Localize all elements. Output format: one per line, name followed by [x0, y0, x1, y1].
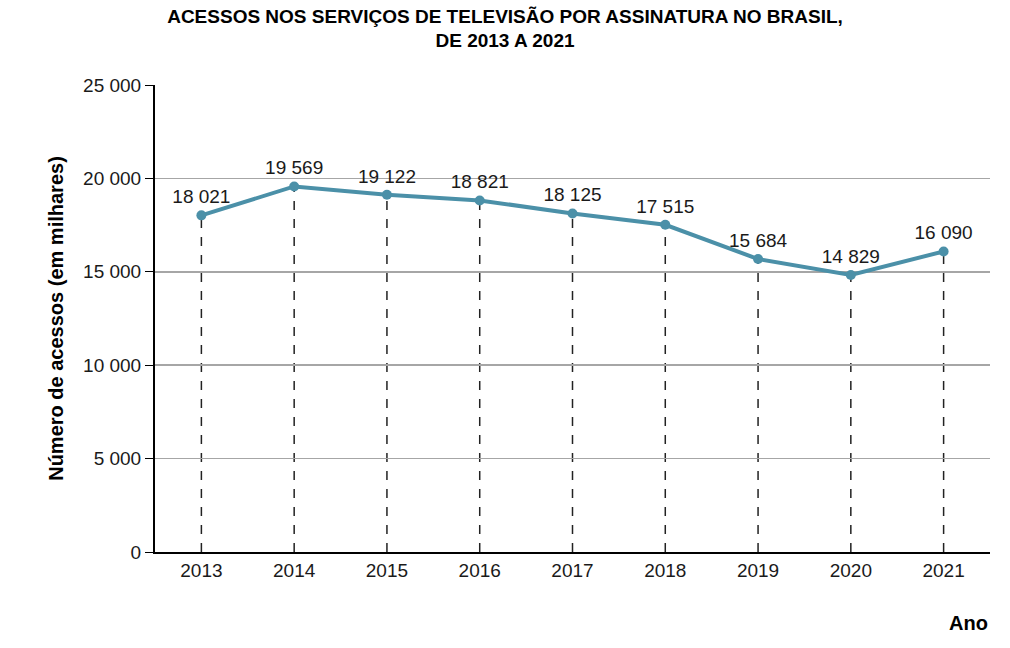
svg-text:Número de acessos (em milhares: Número de acessos (em milhares) — [45, 156, 67, 481]
svg-text:5 000: 5 000 — [94, 448, 142, 469]
svg-text:2019: 2019 — [737, 560, 779, 581]
svg-text:20 000: 20 000 — [83, 168, 141, 189]
svg-text:18 021: 18 021 — [172, 186, 230, 207]
svg-text:2016: 2016 — [459, 560, 501, 581]
svg-text:Ano: Ano — [949, 612, 988, 634]
svg-text:2017: 2017 — [551, 560, 593, 581]
svg-text:16 090: 16 090 — [915, 222, 973, 243]
svg-text:ACESSOS NOS SERVIÇOS DE TELEVI: ACESSOS NOS SERVIÇOS DE TELEVISÃO POR AS… — [167, 6, 843, 52]
svg-text:2021: 2021 — [922, 560, 964, 581]
svg-text:2015: 2015 — [366, 560, 408, 581]
svg-text:19 122: 19 122 — [358, 166, 416, 187]
svg-text:2014: 2014 — [273, 560, 316, 581]
svg-text:2013: 2013 — [180, 560, 222, 581]
svg-text:15 000: 15 000 — [83, 261, 141, 282]
svg-text:19 569: 19 569 — [265, 157, 323, 178]
svg-text:18 125: 18 125 — [543, 184, 601, 205]
svg-text:2018: 2018 — [644, 560, 686, 581]
svg-text:18 821: 18 821 — [451, 171, 509, 192]
svg-text:15 684: 15 684 — [729, 230, 788, 251]
svg-text:17 515: 17 515 — [636, 196, 694, 217]
svg-text:0: 0 — [131, 542, 142, 563]
svg-text:25 000: 25 000 — [83, 75, 141, 96]
svg-text:14 829: 14 829 — [822, 246, 880, 267]
svg-text:10 000: 10 000 — [83, 355, 141, 376]
svg-text:2020: 2020 — [830, 560, 872, 581]
